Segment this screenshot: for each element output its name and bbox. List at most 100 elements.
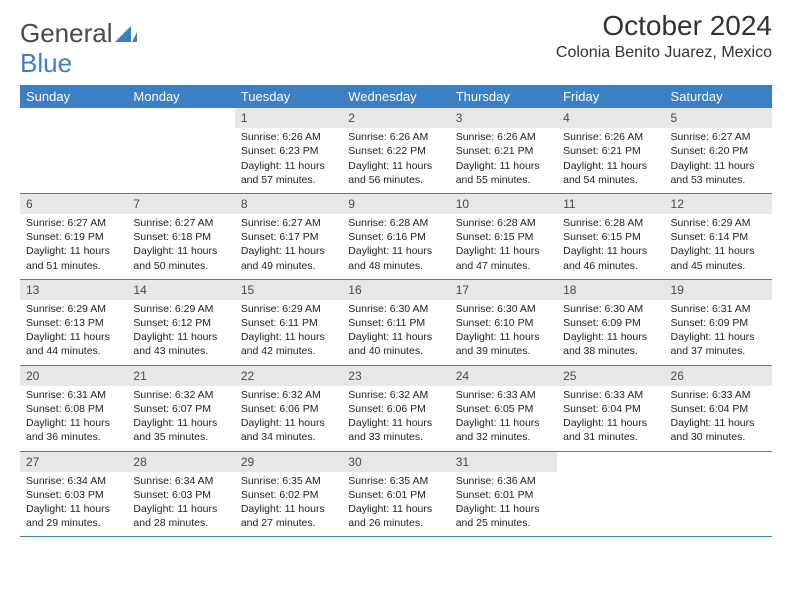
calendar-day-cell: 1Sunrise: 6:26 AMSunset: 6:23 PMDaylight… xyxy=(235,108,342,193)
column-header: Wednesday xyxy=(342,85,449,108)
day-number: 12 xyxy=(665,194,772,214)
day-body: Sunrise: 6:33 AMSunset: 6:05 PMDaylight:… xyxy=(450,386,557,451)
day-number: 1 xyxy=(235,108,342,128)
day-number: 28 xyxy=(127,452,234,472)
calendar-day-cell: 11Sunrise: 6:28 AMSunset: 6:15 PMDayligh… xyxy=(557,193,664,279)
calendar-day-cell: . xyxy=(127,108,234,193)
calendar-day-cell: 13Sunrise: 6:29 AMSunset: 6:13 PMDayligh… xyxy=(20,279,127,365)
day-body: Sunrise: 6:35 AMSunset: 6:01 PMDaylight:… xyxy=(342,472,449,537)
calendar-week-row: 27Sunrise: 6:34 AMSunset: 6:03 PMDayligh… xyxy=(20,451,772,537)
day-number: 16 xyxy=(342,280,449,300)
day-body: Sunrise: 6:34 AMSunset: 6:03 PMDaylight:… xyxy=(127,472,234,537)
calendar-day-cell: 17Sunrise: 6:30 AMSunset: 6:10 PMDayligh… xyxy=(450,279,557,365)
calendar-week-row: ..1Sunrise: 6:26 AMSunset: 6:23 PMDaylig… xyxy=(20,108,772,193)
day-number: 18 xyxy=(557,280,664,300)
day-body: Sunrise: 6:32 AMSunset: 6:07 PMDaylight:… xyxy=(127,386,234,451)
day-body: Sunrise: 6:29 AMSunset: 6:12 PMDaylight:… xyxy=(127,300,234,365)
day-body: Sunrise: 6:33 AMSunset: 6:04 PMDaylight:… xyxy=(665,386,772,451)
day-number: 5 xyxy=(665,108,772,128)
day-body: Sunrise: 6:26 AMSunset: 6:22 PMDaylight:… xyxy=(342,128,449,193)
calendar-day-cell: 4Sunrise: 6:26 AMSunset: 6:21 PMDaylight… xyxy=(557,108,664,193)
day-body: Sunrise: 6:33 AMSunset: 6:04 PMDaylight:… xyxy=(557,386,664,451)
column-header: Thursday xyxy=(450,85,557,108)
day-number: 10 xyxy=(450,194,557,214)
column-header: Saturday xyxy=(665,85,772,108)
logo-word1: General xyxy=(20,18,113,49)
day-number: 25 xyxy=(557,366,664,386)
day-body: Sunrise: 6:27 AMSunset: 6:17 PMDaylight:… xyxy=(235,214,342,279)
calendar-day-cell: 7Sunrise: 6:27 AMSunset: 6:18 PMDaylight… xyxy=(127,193,234,279)
calendar-day-cell: 29Sunrise: 6:35 AMSunset: 6:02 PMDayligh… xyxy=(235,451,342,537)
calendar-day-cell: 10Sunrise: 6:28 AMSunset: 6:15 PMDayligh… xyxy=(450,193,557,279)
day-number: 26 xyxy=(665,366,772,386)
column-header: Friday xyxy=(557,85,664,108)
day-body: Sunrise: 6:28 AMSunset: 6:15 PMDaylight:… xyxy=(557,214,664,279)
calendar-day-cell: 9Sunrise: 6:28 AMSunset: 6:16 PMDaylight… xyxy=(342,193,449,279)
day-number: 31 xyxy=(450,452,557,472)
day-body: Sunrise: 6:26 AMSunset: 6:21 PMDaylight:… xyxy=(450,128,557,193)
day-number: 6 xyxy=(20,194,127,214)
title-block: October 2024 Colonia Benito Juarez, Mexi… xyxy=(556,10,772,62)
calendar-day-cell: 6Sunrise: 6:27 AMSunset: 6:19 PMDaylight… xyxy=(20,193,127,279)
day-body: Sunrise: 6:29 AMSunset: 6:13 PMDaylight:… xyxy=(20,300,127,365)
calendar-day-cell: 19Sunrise: 6:31 AMSunset: 6:09 PMDayligh… xyxy=(665,279,772,365)
calendar-day-cell: . xyxy=(665,451,772,537)
day-number: 15 xyxy=(235,280,342,300)
day-number: 19 xyxy=(665,280,772,300)
day-number: 13 xyxy=(20,280,127,300)
calendar-day-cell: 14Sunrise: 6:29 AMSunset: 6:12 PMDayligh… xyxy=(127,279,234,365)
day-number: 9 xyxy=(342,194,449,214)
day-body: Sunrise: 6:26 AMSunset: 6:21 PMDaylight:… xyxy=(557,128,664,193)
calendar-day-cell: 5Sunrise: 6:27 AMSunset: 6:20 PMDaylight… xyxy=(665,108,772,193)
day-body: Sunrise: 6:27 AMSunset: 6:18 PMDaylight:… xyxy=(127,214,234,279)
calendar-day-cell: 15Sunrise: 6:29 AMSunset: 6:11 PMDayligh… xyxy=(235,279,342,365)
calendar-day-cell: 2Sunrise: 6:26 AMSunset: 6:22 PMDaylight… xyxy=(342,108,449,193)
day-body: Sunrise: 6:32 AMSunset: 6:06 PMDaylight:… xyxy=(342,386,449,451)
day-number: 8 xyxy=(235,194,342,214)
day-number: 4 xyxy=(557,108,664,128)
calendar-day-cell: 21Sunrise: 6:32 AMSunset: 6:07 PMDayligh… xyxy=(127,365,234,451)
day-number: 11 xyxy=(557,194,664,214)
day-number: 23 xyxy=(342,366,449,386)
day-body: Sunrise: 6:29 AMSunset: 6:11 PMDaylight:… xyxy=(235,300,342,365)
day-body: Sunrise: 6:30 AMSunset: 6:09 PMDaylight:… xyxy=(557,300,664,365)
calendar-day-cell: 31Sunrise: 6:36 AMSunset: 6:01 PMDayligh… xyxy=(450,451,557,537)
calendar-day-cell: 8Sunrise: 6:27 AMSunset: 6:17 PMDaylight… xyxy=(235,193,342,279)
day-number: 30 xyxy=(342,452,449,472)
calendar-week-row: 13Sunrise: 6:29 AMSunset: 6:13 PMDayligh… xyxy=(20,279,772,365)
day-number: 27 xyxy=(20,452,127,472)
day-number: 21 xyxy=(127,366,234,386)
logo-sail-icon xyxy=(115,24,137,44)
calendar-day-cell: 20Sunrise: 6:31 AMSunset: 6:08 PMDayligh… xyxy=(20,365,127,451)
calendar-header-row: SundayMondayTuesdayWednesdayThursdayFrid… xyxy=(20,85,772,108)
day-body: Sunrise: 6:35 AMSunset: 6:02 PMDaylight:… xyxy=(235,472,342,537)
page-title: October 2024 xyxy=(556,10,772,42)
day-number: 2 xyxy=(342,108,449,128)
column-header: Tuesday xyxy=(235,85,342,108)
calendar-day-cell: . xyxy=(20,108,127,193)
column-header: Monday xyxy=(127,85,234,108)
day-body: Sunrise: 6:27 AMSunset: 6:20 PMDaylight:… xyxy=(665,128,772,193)
calendar-day-cell: 28Sunrise: 6:34 AMSunset: 6:03 PMDayligh… xyxy=(127,451,234,537)
column-header: Sunday xyxy=(20,85,127,108)
calendar-day-cell: 23Sunrise: 6:32 AMSunset: 6:06 PMDayligh… xyxy=(342,365,449,451)
calendar-week-row: 20Sunrise: 6:31 AMSunset: 6:08 PMDayligh… xyxy=(20,365,772,451)
day-body: Sunrise: 6:32 AMSunset: 6:06 PMDaylight:… xyxy=(235,386,342,451)
day-number: 29 xyxy=(235,452,342,472)
calendar-day-cell: 18Sunrise: 6:30 AMSunset: 6:09 PMDayligh… xyxy=(557,279,664,365)
day-body: Sunrise: 6:28 AMSunset: 6:16 PMDaylight:… xyxy=(342,214,449,279)
calendar-week-row: 6Sunrise: 6:27 AMSunset: 6:19 PMDaylight… xyxy=(20,193,772,279)
logo-word2: Blue xyxy=(20,48,72,79)
day-body: Sunrise: 6:31 AMSunset: 6:08 PMDaylight:… xyxy=(20,386,127,451)
calendar-table: SundayMondayTuesdayWednesdayThursdayFrid… xyxy=(20,85,772,537)
day-number: 24 xyxy=(450,366,557,386)
day-body: Sunrise: 6:36 AMSunset: 6:01 PMDaylight:… xyxy=(450,472,557,537)
day-body: Sunrise: 6:30 AMSunset: 6:11 PMDaylight:… xyxy=(342,300,449,365)
day-body: Sunrise: 6:27 AMSunset: 6:19 PMDaylight:… xyxy=(20,214,127,279)
calendar-day-cell: 16Sunrise: 6:30 AMSunset: 6:11 PMDayligh… xyxy=(342,279,449,365)
calendar-day-cell: 25Sunrise: 6:33 AMSunset: 6:04 PMDayligh… xyxy=(557,365,664,451)
day-number: 22 xyxy=(235,366,342,386)
logo: General xyxy=(20,10,137,49)
day-number: 20 xyxy=(20,366,127,386)
day-body: Sunrise: 6:34 AMSunset: 6:03 PMDaylight:… xyxy=(20,472,127,537)
